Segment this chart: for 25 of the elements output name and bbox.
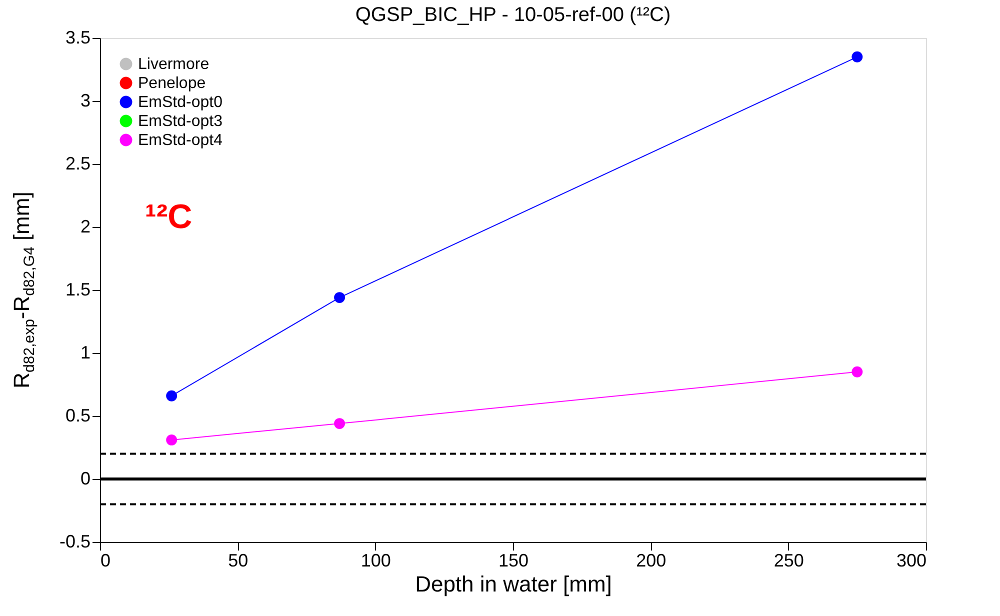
y-tick-label: 1	[80, 342, 90, 362]
legend-label: EmStd-opt4	[138, 132, 223, 149]
legend-label: Livermore	[138, 56, 210, 73]
y-tick-label: 0.5	[65, 406, 90, 426]
y-tick-label: 3.5	[65, 28, 90, 48]
y-tick-label: -0.5	[59, 532, 90, 552]
x-tick-label: 300	[896, 550, 926, 570]
legend-label: Penelope	[138, 75, 206, 92]
y-tick-label: 1.5	[65, 280, 90, 300]
x-tick-label: 200	[636, 550, 666, 570]
y-tick-label: 2	[80, 216, 90, 236]
annotation: ¹²C	[145, 198, 192, 236]
x-axis-title: Depth in water [mm]	[415, 572, 612, 596]
y-tick-label: 0	[80, 468, 90, 488]
x-tick-label: 0	[100, 550, 111, 570]
y-axis-title: Rd82,exp-Rd82,G4 [mm]	[9, 192, 38, 388]
x-tick-label: 250	[774, 550, 804, 570]
x-tick-label: 100	[360, 550, 391, 570]
chart-title: QGSP_BIC_HP - 10-05-ref-00 (¹²C)	[355, 4, 671, 26]
x-tick-label: 150	[498, 550, 529, 570]
legend-label: EmStd-opt3	[138, 113, 223, 130]
y-tick-label: 3	[80, 90, 90, 110]
y-tick-label: 2.5	[65, 154, 90, 174]
x-tick-label: 50	[228, 550, 248, 570]
legend-label: EmStd-opt0	[138, 94, 223, 111]
